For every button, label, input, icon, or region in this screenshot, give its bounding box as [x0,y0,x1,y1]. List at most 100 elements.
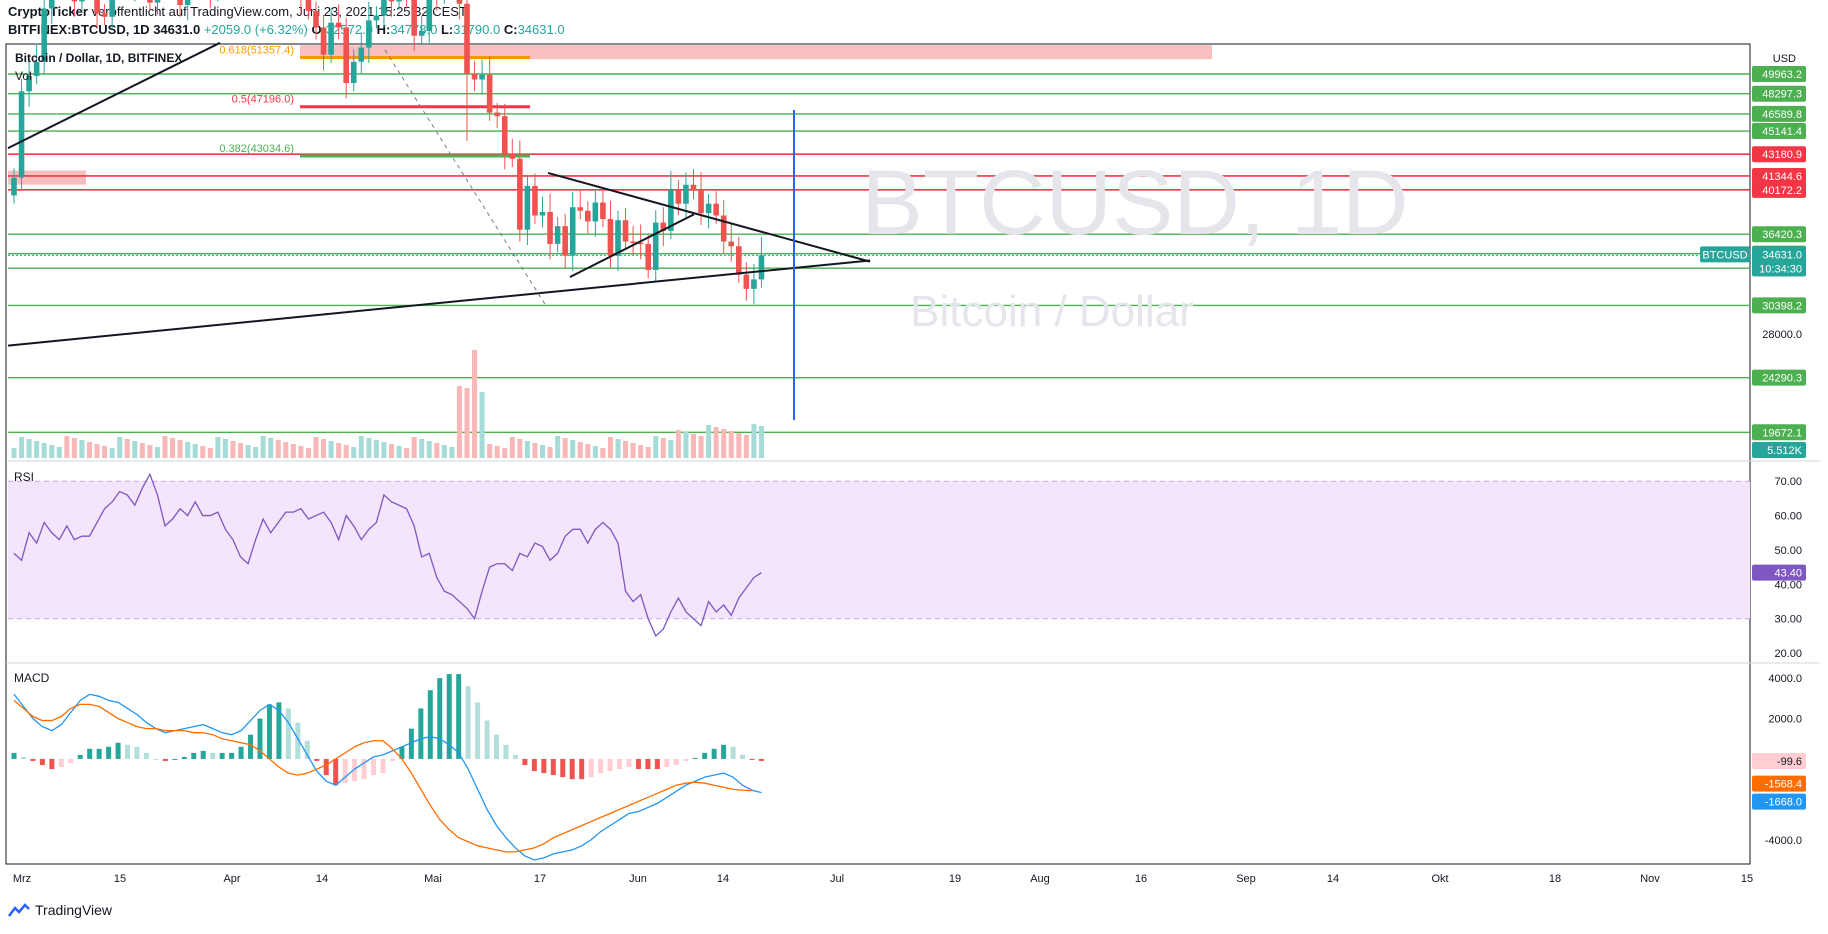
time-tick-label: 14 [717,873,729,885]
support-price-label [1752,226,1806,243]
publish-info: veröffentlicht auf TradingView.com, Juni… [87,4,467,19]
macd-histogram-bar [314,758,320,761]
rsi-tick-label: 60.00 [1774,511,1802,523]
volume-bar [381,442,387,458]
candle-body [358,47,365,62]
macd-histogram-bar [531,758,537,772]
candle-body [690,184,697,191]
triangle-inner-line [569,213,695,278]
candle-body [532,185,538,216]
support-price-label-text: 48297.3 [1762,89,1802,101]
fib-level-label: 0.5(47196.0) [232,94,294,106]
candle-body [343,27,349,84]
candle-body [418,30,425,36]
time-tick-label: Jul [830,873,844,885]
macd-histogram-bar [711,748,717,759]
high-label: H: [376,22,391,37]
macd-value-label [1752,793,1806,810]
candle-body [494,112,500,117]
support-price-label-text: 30398.2 [1762,300,1802,312]
candle-body [577,207,584,211]
macd-value-text: -1668.0 [1765,797,1802,809]
candle-body [147,0,153,3]
volume-bar [668,440,674,458]
macd-histogram-bar [162,758,168,761]
volume-bar [132,441,138,458]
volume-bar [600,448,606,458]
macd-tick-label: -4000.0 [1765,835,1802,847]
macd-histogram-bar [598,758,604,774]
price-change: +2059.0 (+6.32%) [203,22,308,37]
rsi-value-text: 43.40 [1774,568,1802,580]
candle-body [184,0,191,5]
volume-bar [147,445,153,458]
macd-histogram-bar [39,758,45,765]
macd-histogram-bar [323,758,329,776]
macd-histogram-bar [30,758,36,761]
volume-bar [215,437,221,458]
support-price-label [1752,424,1806,441]
time-tick-label: 14 [316,873,328,885]
macd-value-label [1752,775,1806,792]
macd-histogram-bar [635,758,641,770]
time-tick-label: Okt [1431,873,1448,885]
tradingview-logo-text: TradingView [35,902,113,918]
candle-body [668,189,674,231]
volume-bar [570,440,576,458]
candle-body [562,226,568,256]
macd-histogram-bar [475,702,481,759]
volume-bar [494,446,500,458]
rsi-band [8,481,1750,619]
volume-bar [706,425,712,458]
candle-body [683,184,689,204]
volume-bar [298,446,304,458]
volume-bar [758,426,764,458]
candle-body [177,0,183,5]
macd-histogram-bar [683,758,689,761]
volume-bar [253,447,259,458]
time-tick-label: Aug [1030,873,1050,885]
time-tick-label: Mai [424,873,442,885]
macd-histogram-bar [456,674,462,759]
volume-label [1752,442,1806,458]
macd-histogram-bar [399,746,405,759]
tradingview-logo[interactable]: TradingView [8,902,112,918]
volume-bar [79,440,85,458]
macd-histogram-bar [276,702,282,759]
candle-body [320,27,327,55]
volume-bar [238,443,243,458]
macd-histogram-bar [77,754,83,759]
volume-bar [426,441,432,458]
volume-bar [479,392,485,458]
candle-body [509,154,516,159]
macd-histogram-bar [285,708,291,759]
tradingview-icon [8,903,30,917]
last-price: 34631.0 [153,22,201,37]
macd-histogram-bar [484,720,490,759]
candle-body [652,222,659,270]
rsi-tick-label: 70.00 [1774,476,1802,488]
macd-tick-label: 4000.0 [1768,673,1802,685]
candle-body [524,185,531,230]
rsi-value-label [1752,564,1806,581]
low-label: L: [440,22,454,37]
macd-histogram-bar [295,722,301,759]
macd-histogram-bar [673,758,679,765]
resistance-price-label [1752,146,1806,163]
resistance-price-label-text: 40172.2 [1762,185,1802,197]
candle-body [600,202,606,220]
rsi-pane-title: RSI [14,470,34,484]
volume-bar [691,434,696,458]
fib-connector-line [384,49,546,305]
macd-histogram-bar [342,758,348,784]
current-price-text: 34631.0 [1762,249,1802,261]
rsi-line [13,472,762,638]
countdown-text: 10:34:30 [1759,263,1802,275]
candle-body [335,22,342,28]
volume-bar [653,436,659,458]
symbol-tag-text: BTCUSD [1702,249,1747,261]
macd-histogram-bar [238,746,244,759]
volume-bar [192,444,198,458]
